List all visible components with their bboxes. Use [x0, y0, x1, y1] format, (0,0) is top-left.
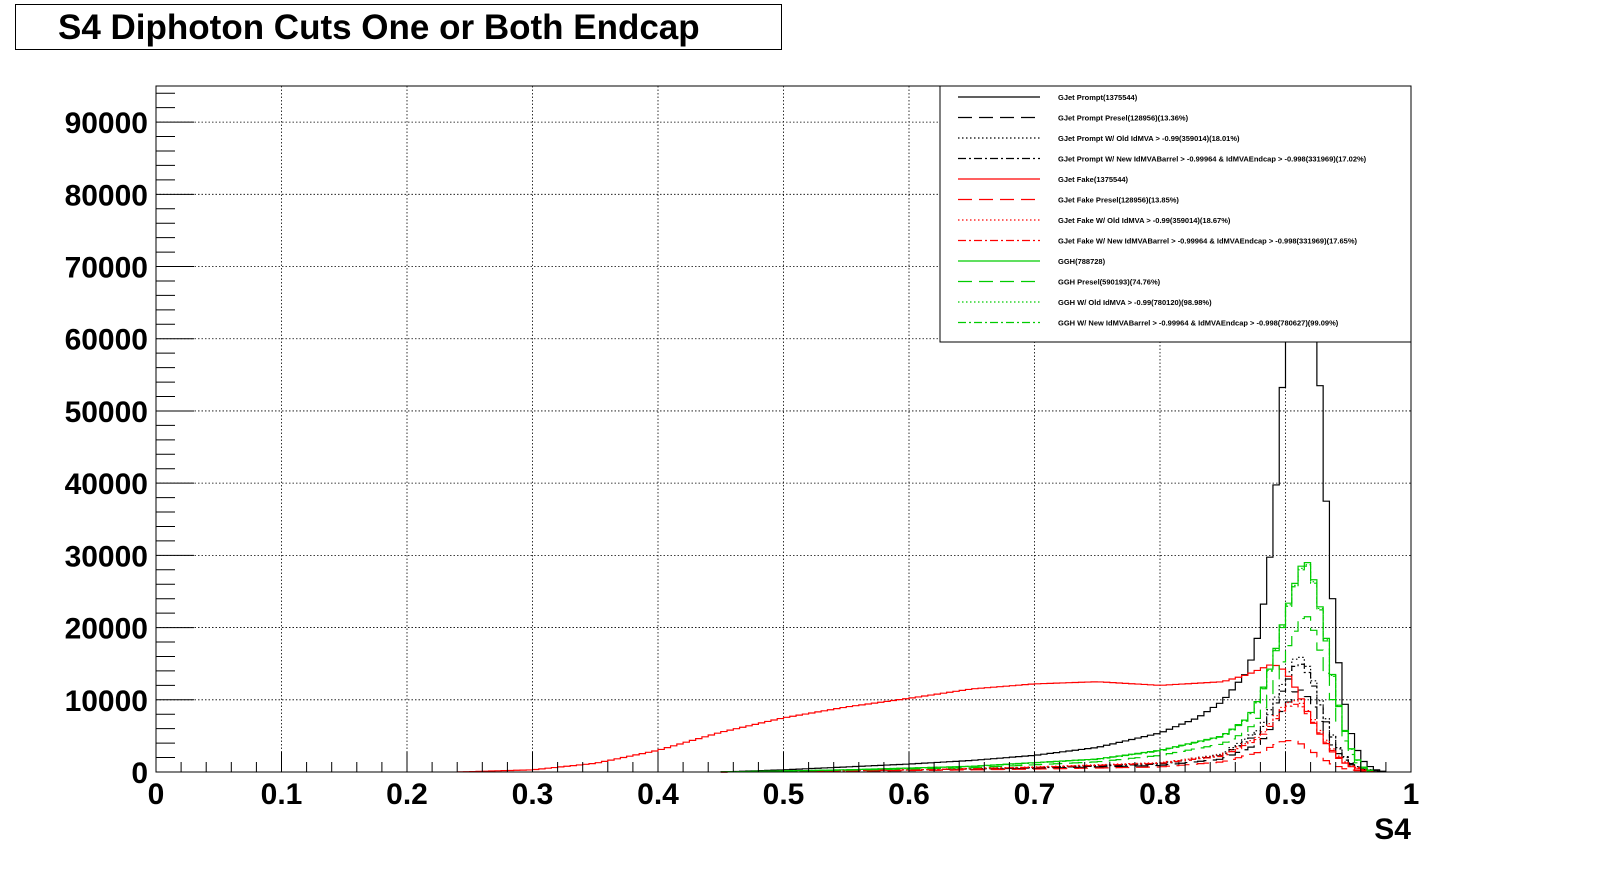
legend-entry-label: GJet Prompt(1375544) — [1058, 93, 1138, 102]
series-line — [720, 663, 1386, 773]
x-tick-label: 0.6 — [888, 778, 930, 811]
legend-entry-label: GJet Prompt W/ New IdMVABarrel > -0.9996… — [1058, 155, 1367, 164]
y-tick-labels: 0 10000 20000 30000 40000 50000 60000 70000 8000… — [65, 107, 148, 790]
series-line — [457, 664, 1374, 773]
x-tick-label: 0.8 — [1139, 778, 1181, 811]
y-tick-label: 60000 — [65, 324, 148, 357]
x-tick-label: 0.5 — [763, 778, 805, 811]
x-tick-label: 0 — [148, 778, 165, 811]
x-tick-labels: 0 0.1 0.2 0.3 0.4 0.5 0.6 0.7 0.8 0.9 1 — [148, 778, 1420, 811]
y-tick-label: 70000 — [65, 252, 148, 285]
y-tick-label: 0 — [131, 757, 148, 790]
y-tick-label: 80000 — [65, 179, 148, 212]
series-line — [720, 656, 1386, 773]
y-tick-label: 30000 — [65, 540, 148, 573]
legend-box — [939, 85, 1412, 343]
series-line — [720, 616, 1374, 773]
x-tick-label: 0.4 — [637, 778, 679, 811]
y-tick-label: 10000 — [65, 685, 148, 718]
legend-entry-label: GGH W/ Old IdMVA > -0.99(780120)(98.98%) — [1058, 298, 1212, 307]
legend-entry-label: GJet Prompt Presel(128956)(13.36%) — [1058, 114, 1189, 123]
legend-entries: GJet Prompt(1375544) GJet Prompt Presel(1… — [958, 93, 1367, 328]
y-tick-label: 40000 — [65, 468, 148, 501]
legend-entry-label: GJet Prompt W/ Old IdMVA > -0.99(359014)… — [1058, 134, 1240, 143]
x-tick-label: 0.2 — [386, 778, 428, 811]
series-line — [720, 703, 1374, 773]
series-line — [720, 564, 1374, 773]
x-tick-label: 0.1 — [261, 778, 303, 811]
x-tick-label: 0.9 — [1265, 778, 1307, 811]
legend-entry-label: GJet Fake W/ New IdMVABarrel > -0.99964 … — [1058, 237, 1358, 246]
legend-entry-label: GGH(788728) — [1058, 257, 1106, 266]
legend-entry-label: GJet Fake W/ Old IdMVA > -0.99(359014)(1… — [1058, 216, 1231, 225]
legend-entry-label: GGH Presel(590193)(74.76%) — [1058, 278, 1161, 287]
series-line — [720, 689, 1386, 773]
y-tick-label: 20000 — [65, 613, 148, 646]
legend: GJet Prompt(1375544) GJet Prompt Presel(1… — [939, 85, 1412, 343]
series-line — [720, 561, 1374, 773]
series-line — [720, 739, 1374, 773]
axis-ticks — [155, 92, 1412, 773]
x-tick-label: 0.7 — [1014, 778, 1056, 811]
y-tick-label: 50000 — [65, 396, 148, 429]
x-axis-title: S4 — [1374, 813, 1411, 846]
series-line — [720, 565, 1374, 773]
legend-entry-label: GJet Fake(1375544) — [1058, 175, 1129, 184]
legend-entry-label: GGH W/ New IdMVABarrel > -0.99964 & IdMV… — [1058, 319, 1339, 328]
grid-lines — [156, 86, 1411, 772]
x-tick-label: 1 — [1403, 778, 1420, 811]
chart-title: S4 Diphoton Cuts One or Both Endcap — [58, 8, 700, 47]
legend-entry-label: GJet Fake Presel(128956)(13.85%) — [1058, 196, 1179, 205]
title-box: S4 Diphoton Cuts One or Both Endcap — [15, 4, 782, 50]
y-tick-label: 90000 — [65, 107, 148, 140]
x-tick-label: 0.3 — [512, 778, 554, 811]
